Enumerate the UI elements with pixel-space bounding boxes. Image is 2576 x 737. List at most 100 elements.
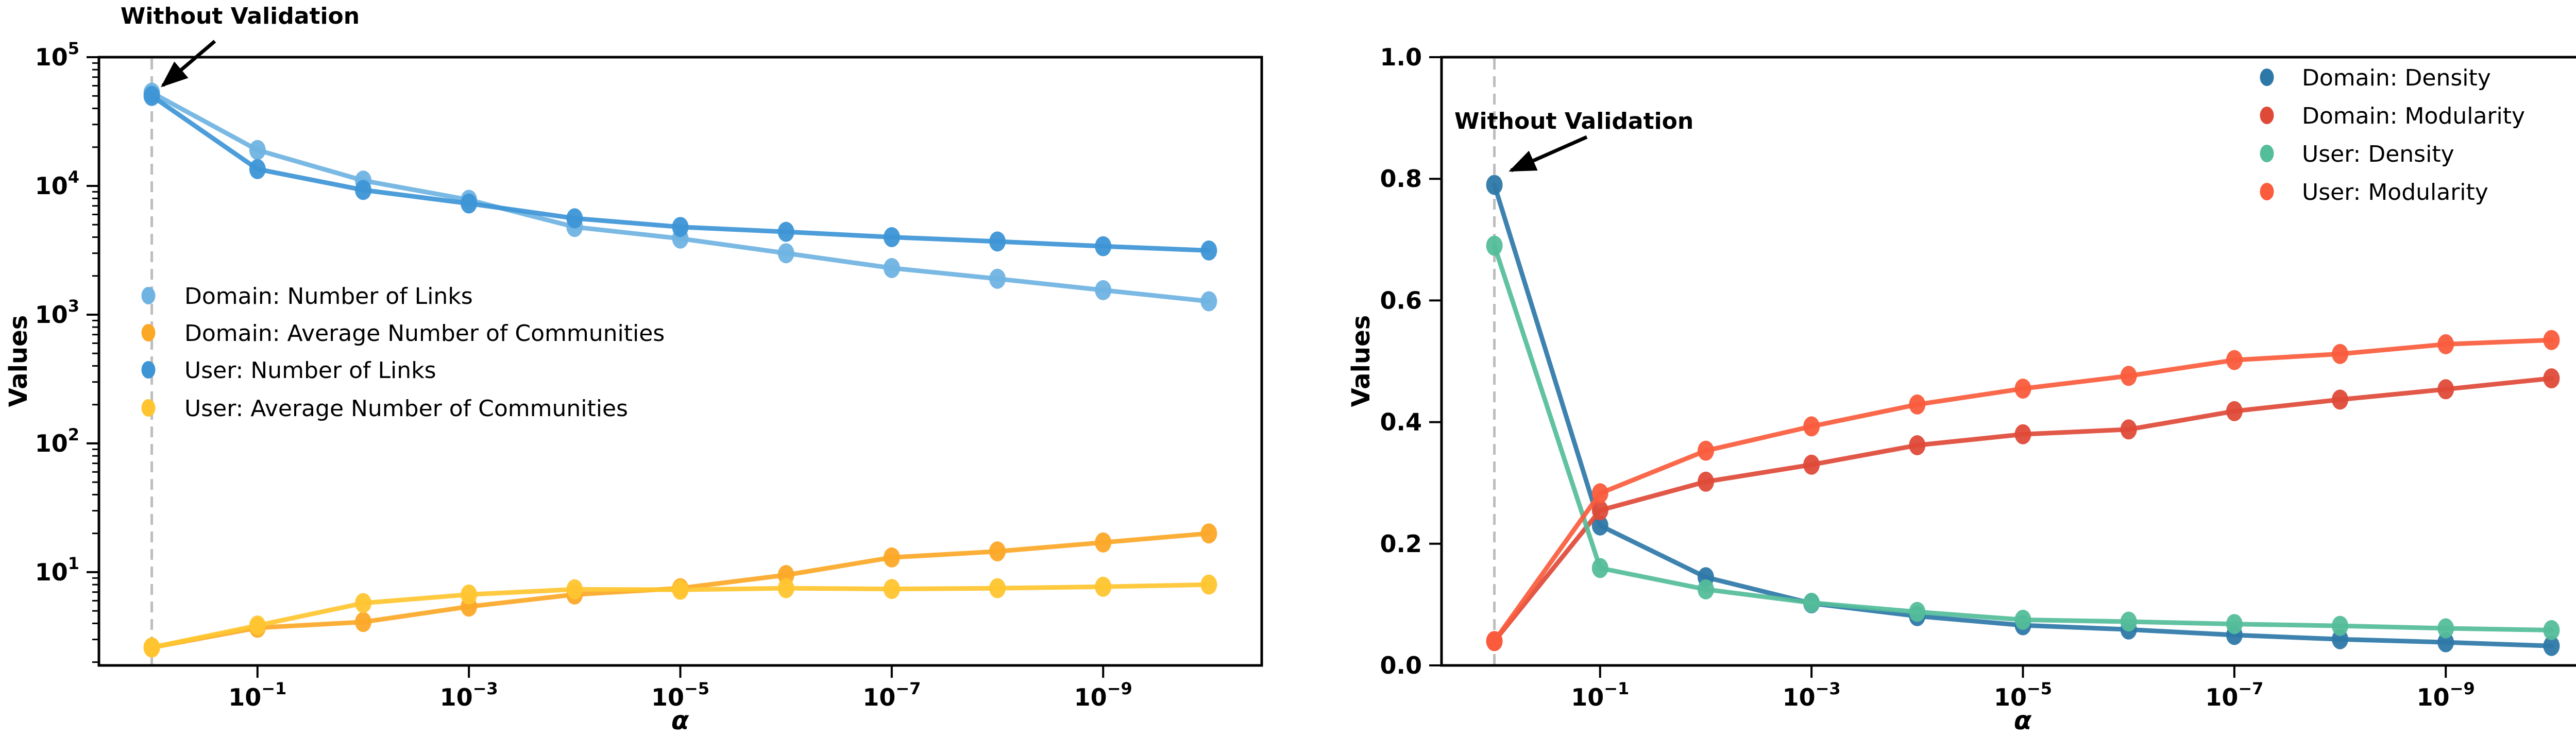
annotation-arrow [1509, 135, 1588, 173]
data-point [566, 208, 583, 229]
x-tick-label: 10−9 [2417, 679, 2475, 711]
data-point [461, 584, 478, 605]
data-point [883, 547, 900, 568]
x-tick-label: 10−3 [440, 679, 498, 711]
legend-marker [141, 324, 156, 341]
x-tick-label: 10−1 [228, 679, 286, 711]
y-tick-label: 104 [35, 167, 79, 200]
x-tick-label: 10−7 [862, 679, 921, 711]
data-point [1095, 532, 1112, 553]
legend-label: User: Number of Links [184, 357, 436, 384]
data-point [2332, 389, 2348, 410]
data-point [1698, 440, 1714, 461]
legend-label: Domain: Modularity [2302, 103, 2525, 129]
y-tick-label: 0.6 [1380, 286, 1422, 314]
x-axis-title: α [2014, 706, 2032, 735]
data-point [1486, 631, 1503, 652]
data-point [2120, 366, 2137, 386]
data-point [2332, 344, 2348, 364]
y-tick-label: 0.2 [1380, 530, 1422, 558]
legend-marker [2260, 145, 2274, 162]
data-point [989, 541, 1006, 562]
data-point [1591, 483, 1608, 504]
legend-label: User: Modularity [2302, 179, 2488, 205]
y-tick-label: 105 [35, 39, 79, 71]
data-point [1095, 280, 1112, 300]
annotation-arrow [161, 40, 216, 88]
legend-label: Domain: Average Number of Communities [184, 320, 665, 347]
data-point [1698, 471, 1714, 492]
y-tick-label: 0.0 [1380, 652, 1422, 679]
data-point [2543, 636, 2560, 656]
y-tick-label: 102 [35, 425, 79, 457]
data-point [672, 217, 689, 237]
data-point [672, 579, 689, 600]
data-point [1698, 579, 1714, 599]
data-point [2014, 424, 2031, 444]
data-point [143, 85, 160, 106]
data-point [2437, 379, 2454, 400]
data-point [355, 612, 371, 632]
data-point [355, 593, 371, 613]
data-point [2543, 368, 2560, 389]
x-tick-label: 10−3 [1783, 679, 1841, 711]
x-tick-label: 10−5 [1994, 679, 2052, 711]
data-point [2437, 334, 2454, 354]
data-point [1095, 576, 1112, 597]
data-point [249, 615, 266, 636]
legend-marker [2260, 107, 2274, 124]
data-point [2226, 350, 2243, 370]
data-point [1095, 236, 1112, 256]
data-point [249, 159, 266, 179]
y-tick-label: 0.4 [1380, 408, 1422, 436]
legend-label: Domain: Number of Links [184, 283, 473, 310]
data-point [249, 140, 266, 160]
data-point [143, 637, 160, 658]
data-point [2120, 611, 2137, 632]
data-point [2437, 618, 2454, 639]
data-point [1909, 394, 1926, 415]
legend-label: User: Density [2302, 141, 2454, 167]
data-point [2226, 614, 2243, 635]
data-point [2226, 401, 2243, 421]
data-point [2437, 632, 2454, 653]
data-point [1591, 558, 1608, 578]
y-axis-title: Values [1347, 315, 1376, 407]
data-point [566, 579, 583, 599]
data-point [1200, 574, 1217, 595]
data-point [777, 578, 794, 598]
x-axis-title: α [671, 706, 689, 735]
data-point [1200, 240, 1217, 261]
data-point [2014, 609, 2031, 630]
data-point [989, 268, 1006, 289]
x-tick-label: 10−1 [1571, 679, 1629, 711]
data-point [883, 227, 900, 247]
data-point [989, 578, 1006, 598]
data-point [989, 231, 1006, 252]
data-point [2543, 620, 2560, 640]
legend-marker [2260, 68, 2274, 86]
y-tick-label: 103 [35, 296, 79, 329]
data-point [883, 579, 900, 599]
data-point [1591, 515, 1608, 536]
legend-marker [141, 361, 156, 379]
data-point [2120, 419, 2137, 440]
data-point [1591, 500, 1608, 521]
legend-marker [141, 287, 156, 304]
data-point [1486, 235, 1503, 256]
data-point [2543, 330, 2560, 350]
data-point [2332, 615, 2348, 636]
data-point [2014, 379, 2031, 399]
data-point [1909, 435, 1926, 455]
data-point [1200, 291, 1217, 312]
data-point [1909, 602, 1926, 622]
data-point [355, 180, 371, 200]
y-tick-label: 101 [35, 554, 79, 586]
y-axis-title: Values [4, 315, 33, 407]
annotation-text: Without Validation [121, 3, 360, 29]
legend-marker [2260, 183, 2274, 200]
data-point [1803, 592, 1820, 613]
x-tick-label: 10−9 [1074, 679, 1132, 711]
